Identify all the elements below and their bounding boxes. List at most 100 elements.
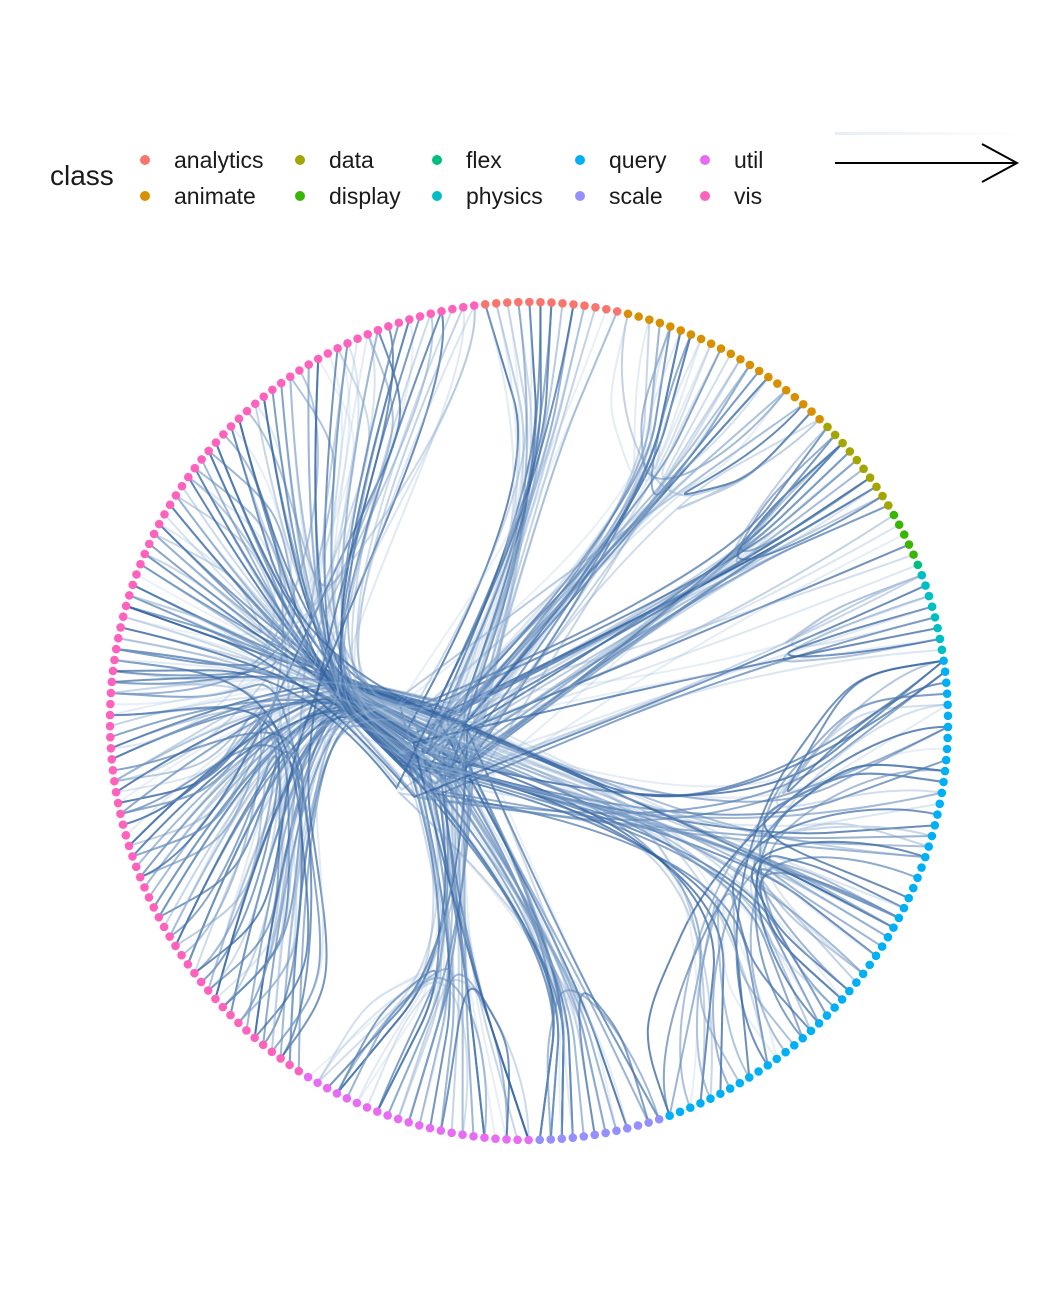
node-vis (111, 787, 121, 797)
node-vis (177, 950, 186, 960)
legend-item-scale: scale (575, 181, 663, 211)
node-query (830, 1003, 839, 1012)
node-analytics (536, 297, 545, 307)
node-query (877, 942, 887, 951)
node-physics (927, 602, 937, 611)
node-query (933, 810, 942, 819)
node-util (352, 1098, 362, 1108)
node-vis (108, 765, 118, 775)
legend-swatch (295, 155, 305, 165)
node-util (513, 1135, 522, 1145)
node-util (373, 1107, 382, 1116)
legend-item-display: display (295, 181, 401, 211)
node-vis (353, 334, 362, 343)
edge (110, 319, 414, 698)
node-analytics (569, 300, 578, 309)
node-vis (267, 1047, 277, 1057)
node-analytics (612, 307, 622, 316)
node-analytics (580, 301, 589, 310)
edge (736, 442, 884, 561)
node-query (822, 1011, 832, 1020)
node-vis (106, 688, 116, 698)
node-query (942, 689, 952, 699)
node-animate (764, 372, 773, 382)
node-query (930, 821, 940, 830)
edge (157, 305, 586, 918)
node-scale (546, 1135, 556, 1144)
legend-label: vis (734, 182, 763, 209)
node-vis (140, 883, 149, 892)
node-query (904, 893, 914, 903)
node-util (415, 1121, 424, 1130)
node-vis (184, 472, 193, 482)
edge (112, 304, 575, 790)
node-util (447, 1128, 456, 1138)
node-display (889, 510, 899, 520)
node-vis (183, 959, 193, 969)
edge (117, 711, 268, 826)
legend-item-analytics: analytics (140, 145, 263, 175)
edge (768, 866, 889, 957)
node-animate (754, 366, 764, 376)
edge (110, 637, 275, 706)
node-util (383, 1111, 392, 1120)
node-vis (118, 820, 128, 829)
node-vis (343, 339, 352, 348)
edge (339, 316, 441, 1113)
node-query (789, 1041, 799, 1050)
edge (430, 722, 769, 1140)
node-query (941, 755, 951, 765)
node-vis (111, 644, 121, 654)
edge (649, 326, 703, 469)
node-analytics (502, 298, 512, 307)
edge (144, 304, 520, 736)
edge (113, 695, 900, 919)
legend-item-util: util (700, 145, 763, 175)
node-animate (645, 315, 654, 324)
edge (288, 718, 843, 1065)
edge-bundling-diagram (105, 297, 953, 1145)
node-vis (384, 322, 393, 331)
edge (563, 994, 629, 1138)
node-query (806, 1026, 816, 1036)
node-animate (686, 330, 696, 339)
node-util (322, 1083, 332, 1093)
node-vis (177, 481, 187, 491)
node-query (908, 883, 918, 893)
edge (791, 574, 936, 648)
node-vis (131, 862, 141, 872)
node-vis (458, 302, 468, 312)
node-data (859, 464, 868, 474)
node-flex (913, 560, 923, 570)
edge (120, 626, 447, 1095)
edge (753, 857, 895, 992)
edge (683, 403, 813, 496)
edge (417, 514, 895, 1131)
node-query (735, 1078, 745, 1088)
node-query (939, 656, 948, 666)
edge (356, 637, 941, 1104)
edge (332, 329, 940, 827)
legend-swatch (140, 155, 150, 165)
node-query (899, 903, 909, 913)
node-display (904, 540, 914, 549)
node-physics (930, 613, 940, 622)
edge (116, 369, 320, 667)
node-physics (921, 581, 930, 590)
node-util (524, 1135, 533, 1145)
node-query (754, 1067, 763, 1076)
edge (187, 467, 294, 619)
edge (316, 971, 430, 1104)
node-scale (557, 1134, 567, 1144)
edge (110, 706, 290, 1008)
node-vis (128, 580, 138, 590)
node-query (889, 923, 898, 932)
edge (640, 326, 787, 480)
node-util (458, 1130, 467, 1139)
node-vis (258, 1040, 268, 1050)
edge (412, 627, 938, 1141)
edge (316, 322, 440, 1084)
node-query (865, 960, 874, 970)
node-vis (234, 1018, 243, 1028)
node-vis (313, 354, 323, 364)
